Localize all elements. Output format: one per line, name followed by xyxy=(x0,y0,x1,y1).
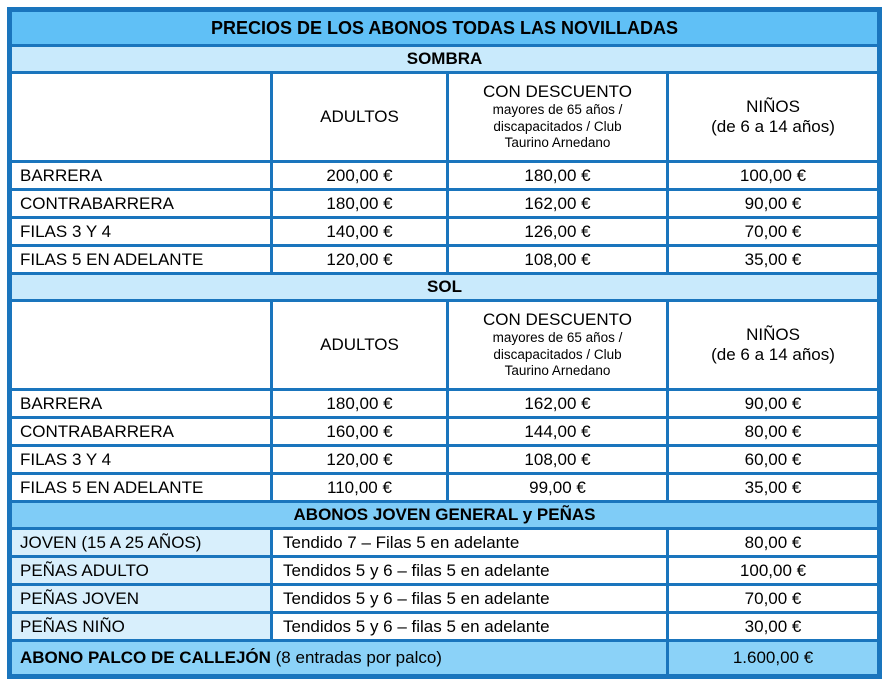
price-descuento: 126,00 € xyxy=(446,216,669,247)
price-descuento: 144,00 € xyxy=(446,416,669,447)
price-descuento: 108,00 € xyxy=(446,444,669,475)
table-title: PRECIOS DE LOS ABONOS TODAS LAS NOVILLAD… xyxy=(7,8,882,47)
palco-label-bold: ABONO PALCO DE CALLEJÓN xyxy=(20,648,271,667)
price-row-sol-contrabarrera: CONTRABARRERA 160,00 € 144,00 € 80,00 € xyxy=(8,416,882,447)
empty-header-cell xyxy=(8,299,273,391)
column-header-row-sombra: ADULTOS CON DESCUENTO mayores de 65 años… xyxy=(8,71,882,163)
price-row-sol-filas-3-4: FILAS 3 Y 4 120,00 € 108,00 € 60,00 € xyxy=(8,444,882,475)
descuento-header-title: CON DESCUENTO xyxy=(483,310,632,330)
price-adultos: 200,00 € xyxy=(270,160,449,191)
row-price: 70,00 € xyxy=(665,583,882,614)
price-descuento: 99,00 € xyxy=(446,472,669,503)
palco-price: 1.600,00 € xyxy=(665,639,882,678)
row-label: BARRERA xyxy=(8,388,273,419)
descuento-header-subtitle: mayores de 65 años / discapacitados / Cl… xyxy=(492,330,623,379)
descuento-header-subtitle: mayores de 65 años / discapacitados / Cl… xyxy=(492,102,623,151)
column-header-descuento: CON DESCUENTO mayores de 65 años / disca… xyxy=(446,71,669,163)
empty-header-cell xyxy=(8,71,273,163)
row-label: FILAS 3 Y 4 xyxy=(8,216,273,247)
column-header-ninos: NIÑOS (de 6 a 14 años) xyxy=(665,71,882,163)
row-label: PEÑAS NIÑO xyxy=(8,611,273,642)
column-header-adultos: ADULTOS xyxy=(270,299,449,391)
palco-label: ABONO PALCO DE CALLEJÓN (8 entradas por … xyxy=(8,639,669,678)
price-adultos: 140,00 € xyxy=(270,216,449,247)
section-row-sombra: SOMBRA xyxy=(7,44,882,74)
price-descuento: 108,00 € xyxy=(446,244,669,275)
prices-table: PRECIOS DE LOS ABONOS TODAS LAS NOVILLAD… xyxy=(7,7,883,679)
joven-row-penas-joven: PEÑAS JOVEN Tendidos 5 y 6 – filas 5 en … xyxy=(8,583,882,614)
price-ninos: 35,00 € xyxy=(665,244,882,275)
adultos-header-label: ADULTOS xyxy=(320,335,399,354)
row-price: 100,00 € xyxy=(665,555,882,586)
price-row-sol-filas-5: FILAS 5 EN ADELANTE 110,00 € 99,00 € 35,… xyxy=(8,472,882,503)
price-ninos: 80,00 € xyxy=(665,416,882,447)
price-adultos: 110,00 € xyxy=(270,472,449,503)
row-price: 80,00 € xyxy=(665,527,882,558)
price-ninos: 90,00 € xyxy=(665,388,882,419)
section-header-sol: SOL xyxy=(7,272,882,302)
ninos-header-subtitle: (de 6 a 14 años) xyxy=(711,345,835,364)
row-label: FILAS 5 EN ADELANTE xyxy=(8,472,273,503)
price-row-sombra-filas-5: FILAS 5 EN ADELANTE 120,00 € 108,00 € 35… xyxy=(8,244,882,275)
title-row: PRECIOS DE LOS ABONOS TODAS LAS NOVILLAD… xyxy=(7,8,882,47)
joven-row-joven: JOVEN (15 A 25 AÑOS) Tendido 7 – Filas 5… xyxy=(8,527,882,558)
row-description: Tendidos 5 y 6 – filas 5 en adelante xyxy=(270,611,669,642)
adultos-header-label: ADULTOS xyxy=(320,107,399,126)
section-header-joven: ABONOS JOVEN GENERAL y PEÑAS xyxy=(7,500,882,530)
row-description: Tendido 7 – Filas 5 en adelante xyxy=(270,527,669,558)
price-adultos: 120,00 € xyxy=(270,444,449,475)
row-label: FILAS 3 Y 4 xyxy=(8,444,273,475)
palco-label-note: (8 entradas por palco) xyxy=(270,648,442,667)
price-row-sol-barrera: BARRERA 180,00 € 162,00 € 90,00 € xyxy=(8,388,882,419)
palco-row: ABONO PALCO DE CALLEJÓN (8 entradas por … xyxy=(8,639,882,678)
row-price: 30,00 € xyxy=(665,611,882,642)
price-adultos: 180,00 € xyxy=(270,188,449,219)
ninos-header-title: NIÑOS xyxy=(746,97,800,116)
price-ninos: 70,00 € xyxy=(665,216,882,247)
price-adultos: 180,00 € xyxy=(270,388,449,419)
price-ninos: 90,00 € xyxy=(665,188,882,219)
joven-row-penas-adulto: PEÑAS ADULTO Tendidos 5 y 6 – filas 5 en… xyxy=(8,555,882,586)
descuento-header-title: CON DESCUENTO xyxy=(483,82,632,102)
section-row-joven: ABONOS JOVEN GENERAL y PEÑAS xyxy=(7,500,882,530)
price-ninos: 60,00 € xyxy=(665,444,882,475)
row-label: CONTRABARRERA xyxy=(8,416,273,447)
price-descuento: 180,00 € xyxy=(446,160,669,191)
price-adultos: 160,00 € xyxy=(270,416,449,447)
row-label: FILAS 5 EN ADELANTE xyxy=(8,244,273,275)
price-adultos: 120,00 € xyxy=(270,244,449,275)
joven-row-penas-nino: PEÑAS NIÑO Tendidos 5 y 6 – filas 5 en a… xyxy=(8,611,882,642)
price-ninos: 100,00 € xyxy=(665,160,882,191)
price-ninos: 35,00 € xyxy=(665,472,882,503)
price-row-sombra-barrera: BARRERA 200,00 € 180,00 € 100,00 € xyxy=(8,160,882,191)
row-label: PEÑAS JOVEN xyxy=(8,583,273,614)
row-label: BARRERA xyxy=(8,160,273,191)
section-row-sol: SOL xyxy=(7,272,882,302)
price-row-sombra-contrabarrera: CONTRABARRERA 180,00 € 162,00 € 90,00 € xyxy=(8,188,882,219)
column-header-adultos: ADULTOS xyxy=(270,71,449,163)
column-header-descuento: CON DESCUENTO mayores de 65 años / disca… xyxy=(446,299,669,391)
row-description: Tendidos 5 y 6 – filas 5 en adelante xyxy=(270,583,669,614)
ninos-header-subtitle: (de 6 a 14 años) xyxy=(711,117,835,136)
row-description: Tendidos 5 y 6 – filas 5 en adelante xyxy=(270,555,669,586)
price-descuento: 162,00 € xyxy=(446,188,669,219)
row-label: PEÑAS ADULTO xyxy=(8,555,273,586)
column-header-ninos: NIÑOS (de 6 a 14 años) xyxy=(665,299,882,391)
price-row-sombra-filas-3-4: FILAS 3 Y 4 140,00 € 126,00 € 70,00 € xyxy=(8,216,882,247)
row-label: CONTRABARRERA xyxy=(8,188,273,219)
section-header-sombra: SOMBRA xyxy=(7,44,882,74)
ninos-header-title: NIÑOS xyxy=(746,325,800,344)
row-label: JOVEN (15 A 25 AÑOS) xyxy=(8,527,273,558)
price-descuento: 162,00 € xyxy=(446,388,669,419)
column-header-row-sol: ADULTOS CON DESCUENTO mayores de 65 años… xyxy=(8,299,882,391)
